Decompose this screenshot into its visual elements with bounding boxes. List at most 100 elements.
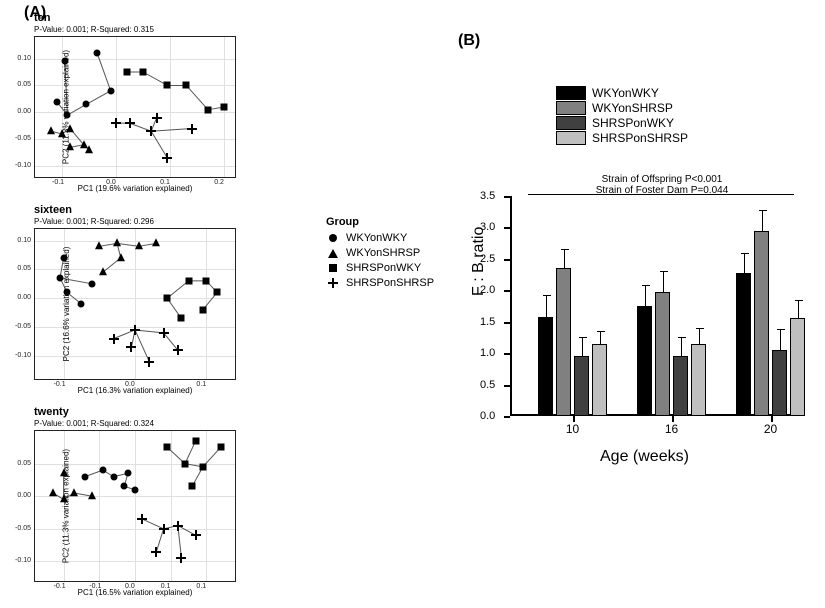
panel-a: tenP-Value: 0.001; R-Squared: 0.315 -0.10… <box>34 12 314 608</box>
x-tick-label: 10 <box>566 422 579 436</box>
scatter-point <box>176 553 186 563</box>
error-bar <box>681 337 682 356</box>
bar <box>556 268 571 416</box>
scatter-point <box>113 239 121 247</box>
bar-legend: WKYonWKYWKYonSHRSPSHRSPonWKYSHRSPonSHRSP <box>556 86 688 146</box>
scatter-ylabel: PC2 (11.3% variation explained) <box>62 449 71 563</box>
error-bar <box>600 331 601 345</box>
legend-marker-icon <box>326 232 340 244</box>
legend-swatch-icon <box>556 86 586 100</box>
scatter-point <box>135 241 143 249</box>
scatter-point <box>125 118 135 128</box>
scatter-plot: -0.10-0.050.000.050.10-0.10.00.10.2PC2 (… <box>34 36 236 178</box>
scatter-point <box>53 98 60 105</box>
scatter-point <box>221 104 228 111</box>
scatter-point <box>109 334 119 344</box>
stats-text: Strain of Offspring P<0.001 Strain of Fo… <box>532 174 792 196</box>
scatter-title: ten <box>34 12 314 24</box>
scatter-point <box>85 145 93 153</box>
scatter-point <box>164 295 171 302</box>
scatter-point <box>164 82 171 89</box>
legend-swatch-icon <box>556 101 586 115</box>
x-tick-label: 20 <box>764 422 777 436</box>
scatter-point <box>152 113 162 123</box>
scatter-point <box>137 514 147 524</box>
legend-label: WKYonWKY <box>346 232 407 244</box>
legend-label: SHRSPonSHRSP <box>346 277 434 289</box>
scatter-point <box>89 280 96 287</box>
legend-marker-icon <box>326 247 340 259</box>
bar <box>772 350 787 416</box>
bar <box>574 356 589 416</box>
scatter-point <box>199 463 206 470</box>
scatter-point <box>78 301 85 308</box>
scatter-point <box>214 289 221 296</box>
scatter-plot: -0.10-0.050.000.050.10-0.10.00.1PC2 (16.… <box>34 228 236 380</box>
legend-label: WKYonSHRSP <box>346 247 420 259</box>
y-tick-label: 3.0 <box>480 221 495 233</box>
y-tick-label: 1.5 <box>480 316 495 328</box>
scatter-point <box>173 345 183 355</box>
error-bar <box>798 300 799 318</box>
scatter-plot: -0.10-0.050.000.05-0.1-0.10.00.10.1PC2 (… <box>34 430 236 582</box>
scatter-point <box>88 491 96 499</box>
scatter-point <box>146 126 156 136</box>
bar <box>538 317 553 416</box>
y-tick-label: 0.0 <box>480 410 495 422</box>
group-legend: Group WKYonWKYWKYonSHRSPSHRSPonWKYSHRSPo… <box>326 216 434 292</box>
scatter-point <box>110 473 117 480</box>
scatter-point <box>117 253 125 261</box>
y-tick-label: 0.5 <box>480 379 495 391</box>
scatter-point <box>126 342 136 352</box>
scatter-point <box>152 239 160 247</box>
scatter-point <box>107 87 114 94</box>
scatter-point <box>99 467 106 474</box>
scatter-point <box>159 524 169 534</box>
legend-item: WKYonSHRSP <box>326 247 434 259</box>
scatter-point <box>70 488 78 496</box>
scatter-point <box>47 126 55 134</box>
error-bar <box>546 295 547 317</box>
legend-item: WKYonWKY <box>326 232 434 244</box>
scatter-point <box>192 437 199 444</box>
legend-label: SHRSPonSHRSP <box>592 131 688 145</box>
scatter-point <box>203 277 210 284</box>
scatter-point <box>83 101 90 108</box>
x-axis-label: Age (weeks) <box>600 448 689 466</box>
bar <box>637 306 652 416</box>
error-bar <box>582 337 583 356</box>
y-axis-line <box>510 196 512 416</box>
legend-item: SHRSPonSHRSP <box>326 277 434 289</box>
scatter-subtitle: P-Value: 0.001; R-Squared: 0.315 <box>34 25 314 34</box>
y-tick-label: 1.0 <box>480 347 495 359</box>
scatter-point <box>162 153 172 163</box>
legend-marker-icon <box>326 262 340 274</box>
scatter-point <box>140 69 147 76</box>
scatter-point <box>159 328 169 338</box>
legend-label: WKYonWKY <box>592 86 659 100</box>
scatter-point <box>182 460 189 467</box>
bar-legend-item: SHRSPonWKY <box>556 116 688 130</box>
scatter-point <box>49 488 57 496</box>
scatter-point <box>151 547 161 557</box>
error-bar <box>744 253 745 273</box>
bar-legend-item: WKYonWKY <box>556 86 688 100</box>
error-bar <box>564 249 565 268</box>
scatter-point <box>164 444 171 451</box>
scatter-point <box>173 521 183 531</box>
scatter-point <box>191 530 201 540</box>
scatter-subtitle: P-Value: 0.001; R-Squared: 0.324 <box>34 419 314 428</box>
stats-line-1: Strain of Offspring P<0.001 <box>532 174 792 185</box>
bar-legend-item: SHRSPonSHRSP <box>556 131 688 145</box>
scatter-point <box>144 357 154 367</box>
bar <box>655 292 670 416</box>
scatter-point <box>199 306 206 313</box>
scatter-point <box>178 315 185 322</box>
error-bar <box>780 329 781 350</box>
legend-swatch-icon <box>556 116 586 130</box>
y-tick-label: 2.5 <box>480 253 495 265</box>
scatter-point <box>204 106 211 113</box>
scatter-point <box>187 124 197 134</box>
bar-legend-item: WKYonSHRSP <box>556 101 688 115</box>
legend-label: SHRSPonWKY <box>592 116 674 130</box>
